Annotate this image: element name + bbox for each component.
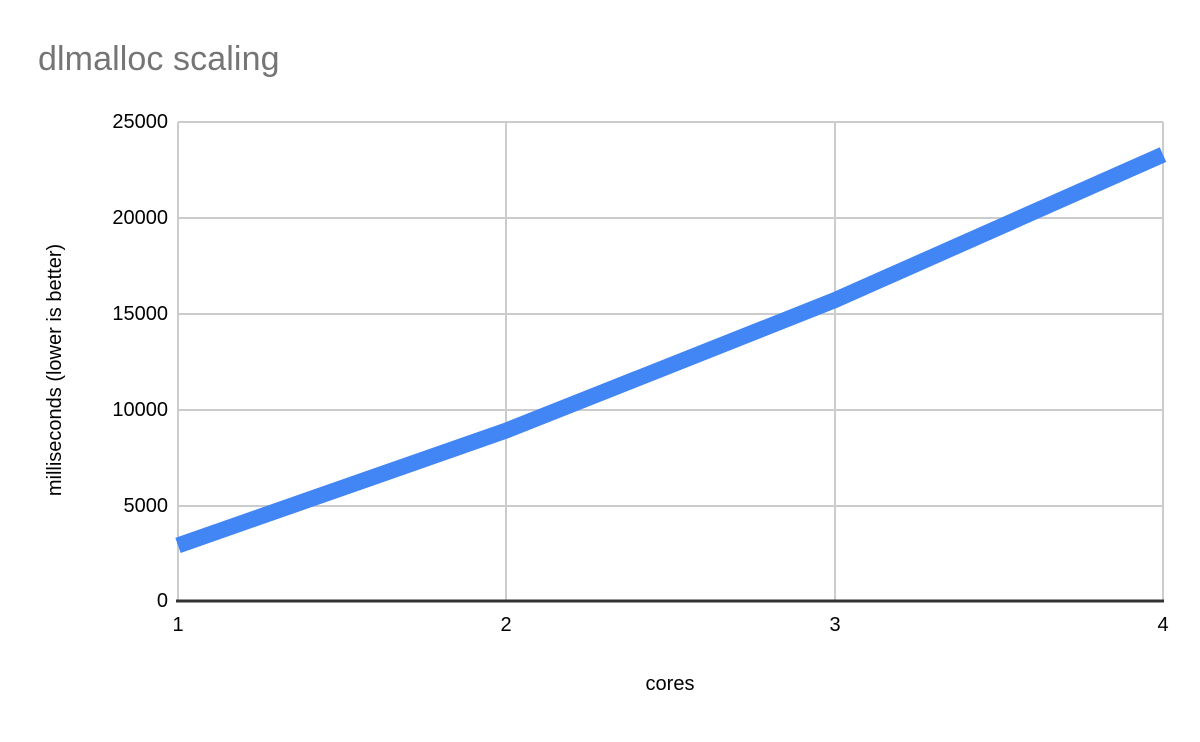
x-tick-label: 4 (1157, 614, 1169, 636)
y-axis-title-wrap: milliseconds (lower is better) (43, 210, 67, 530)
y-tick-15000: 15000 (0, 304, 168, 324)
y-tick-0: 0 (0, 591, 168, 611)
y-tick-10000: 10000 (0, 400, 168, 420)
y-tick-label: 0 (156, 590, 168, 612)
x-tick-4: 4 (1133, 612, 1193, 638)
horizontal-gridlines (178, 121, 1163, 507)
vertical-gridlines (177, 122, 1164, 601)
y-tick-5000: 5000 (0, 495, 169, 517)
y-tick-25000: 25000 (0, 112, 168, 132)
x-tick-label: 1 (172, 614, 184, 636)
x-tick-label: 3 (829, 614, 841, 636)
y-tick-label: 20000 (112, 207, 168, 229)
chart-title: dlmalloc scaling (38, 40, 280, 78)
y-tick-20000: 20000 (0, 208, 168, 228)
x-tick-2: 2 (476, 612, 536, 638)
y-tick-label: 5000 (123, 495, 169, 517)
x-tick-1: 1 (148, 612, 208, 638)
y-tick-label: 15000 (112, 303, 168, 325)
x-axis-title: cores (645, 673, 695, 695)
data-series-line (175, 147, 1167, 553)
x-tick-label: 2 (500, 614, 512, 636)
y-tick-label: 25000 (112, 111, 168, 133)
x-tick-3: 3 (805, 612, 865, 638)
y-tick-label: 10000 (112, 399, 168, 421)
y-axis-title: milliseconds (lower is better) (44, 243, 66, 497)
